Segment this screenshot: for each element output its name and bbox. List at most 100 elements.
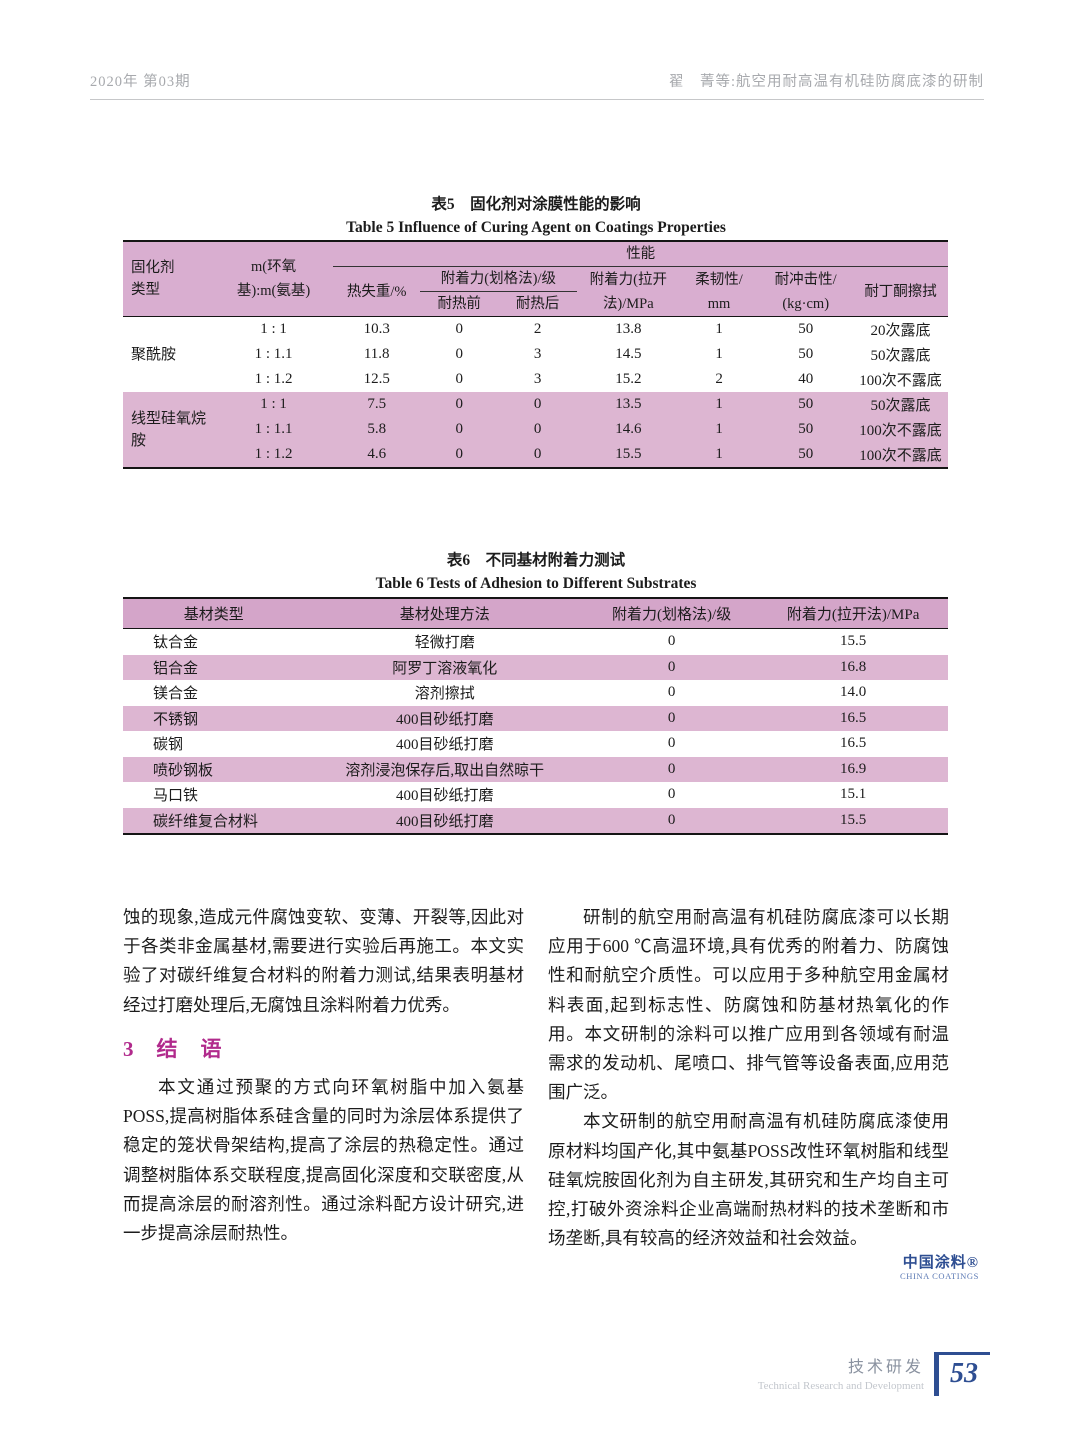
table-row: 喷砂钢板 溶剂浸泡保存后,取出自然晾干 0 16.9	[123, 756, 948, 782]
table-cell: 碳钢	[153, 737, 184, 754]
table-cell: 1 : 1	[213, 392, 334, 417]
table-cell: 15.1	[840, 786, 867, 803]
table-cell: 400目砂纸打磨	[395, 737, 494, 754]
footer-section: 技术研发 Technical Research and Development	[758, 1352, 924, 1396]
column-header-impact: 耐冲击性/ (kg·cm)	[758, 266, 854, 317]
table-row: 1 : 1.1 5.8 0 0 14.6 1 50 100次不露底	[123, 417, 948, 442]
table-cell: 2	[533, 321, 542, 337]
table-cell: 15.5	[758, 807, 948, 834]
table-cell: 40	[798, 371, 814, 387]
table-row: 聚酰胺 1 : 1 10.3 0 2 13.8 1 50 20次露底	[123, 317, 948, 363]
table-cell: 0	[585, 705, 759, 731]
body-text: 蚀的现象,造成元件腐蚀变软、变薄、开裂等,因此对于各类非金属基材,需要进行实验后…	[123, 903, 978, 1283]
table-cell: 1	[679, 417, 759, 442]
table5: 固化剂 类型 m(环氧 基):m(氨基) 性能 热失重/% 附着力(划格法)/级…	[123, 240, 948, 469]
china-coatings-logo: 中国涂料® CHINA COATINGS	[548, 1256, 979, 1283]
table-cell: 15.5	[576, 442, 680, 468]
table-row: 碳钢 400目砂纸打磨 0 16.5	[123, 731, 948, 757]
table-cell: 50	[758, 417, 854, 442]
header-line: 耐冲击性/	[774, 271, 837, 288]
table6-wrapper: 基材类型 基材处理方法 附着力(划格法)/级 附着力(拉开法)/MPa 钛合金 …	[123, 597, 948, 835]
table-cell: 0	[420, 392, 499, 417]
table-cell: 0	[585, 807, 759, 834]
table-row: 镁合金 溶剂擦拭 0 14.0	[123, 680, 948, 706]
logo-en-label: CHINA COATINGS	[899, 1271, 979, 1282]
column-header-adhesion-pulloff: 附着力(拉开 法)/MPa	[576, 266, 680, 317]
table5-caption: 表5 固化剂对涂膜性能的影响 Table 5 Influence of Curi…	[0, 193, 1072, 239]
table-cell: 1 : 1.2	[213, 442, 334, 468]
table-cell: 马口铁	[153, 788, 199, 805]
table-cell: 轻微打磨	[414, 635, 475, 652]
table6: 基材类型 基材处理方法 附着力(划格法)/级 附着力(拉开法)/MPa 钛合金 …	[123, 597, 948, 835]
column-header-performance: 性能	[333, 241, 948, 267]
paragraph: 研制的航空用耐高温有机硅防腐底漆可以长期应用于600 ℃高温环境,具有优秀的附着…	[548, 907, 949, 1103]
table-cell: 20次露底	[870, 323, 931, 339]
header-line: (kg·cm)	[782, 295, 830, 312]
page-number: 53	[934, 1352, 990, 1396]
table5-wrapper: 固化剂 类型 m(环氧 基):m(氨基) 性能 热失重/% 附着力(划格法)/级…	[123, 240, 948, 469]
table-cell: 不锈钢	[123, 705, 305, 731]
header-line: mm	[707, 295, 731, 312]
header-line: m(环氧	[251, 259, 297, 275]
table-cell: 13.8	[615, 321, 642, 337]
table-cell: 400目砂纸打磨	[304, 705, 585, 731]
group-label-linear-siloxane-amine: 线型硅氧烷胺	[123, 392, 214, 468]
paragraph: 本文通过预聚的方式向环氧树脂中加入氨基POSS,提高树脂体系硅含量的同时为涂层体…	[123, 1077, 524, 1244]
table-cell: 0	[420, 417, 499, 442]
header-line: 固化剂	[131, 260, 175, 276]
table-cell: 阿罗丁溶液氧化	[304, 654, 585, 680]
table5-header-row1: 固化剂 类型 m(环氧 基):m(氨基) 性能	[123, 241, 948, 317]
table-cell: 0	[420, 442, 499, 468]
table-cell: 14.5	[615, 346, 642, 362]
header-line: 柔韧性/	[695, 271, 743, 288]
footer-section-zh: 技术研发	[847, 1359, 924, 1376]
table-cell: 5.8	[333, 417, 420, 442]
table-cell: 溶剂擦拭	[414, 686, 475, 703]
table-cell: 100次不露底	[853, 442, 948, 468]
table-cell: 50次露底	[870, 348, 931, 364]
column-header-after-heat: 耐热后	[498, 291, 577, 317]
column-header-adhesion-crosscut: 附着力(划格法)/级	[420, 266, 577, 292]
column-header-curing-agent-type: 固化剂 类型	[123, 241, 214, 317]
table-cell: 3	[533, 371, 542, 387]
header-line: 类型	[131, 282, 160, 298]
table-cell: 4.6	[333, 442, 420, 468]
issue-label: 2020年 第03期	[90, 74, 191, 90]
table-cell: 0	[667, 735, 676, 752]
table-cell: 100次不露底	[853, 417, 948, 442]
table-cell: 钛合金	[153, 635, 199, 652]
table6-caption-en: Table 6 Tests of Adhesion to Different S…	[375, 575, 697, 592]
column-header-mek-rub: 耐丁酮擦拭	[853, 266, 948, 317]
column-header-ratio: m(环氧 基):m(氨基)	[213, 241, 334, 317]
table6-header-row: 基材类型 基材处理方法 附着力(划格法)/级 附着力(拉开法)/MPa	[123, 598, 948, 629]
table-cell: 50	[798, 321, 814, 337]
table-cell: 15.2	[615, 371, 642, 387]
table-cell: 14.0	[840, 684, 867, 701]
table5-caption-zh: 表5 固化剂对涂膜性能的影响	[431, 196, 641, 213]
running-head: 2020年 第03期 翟 菁等:航空用耐高温有机硅防腐底漆的研制	[90, 70, 984, 100]
table-cell: 16.5	[758, 705, 948, 731]
table-cell: 400目砂纸打磨	[395, 788, 494, 805]
column-header-treatment: 基材处理方法	[304, 598, 585, 629]
left-column: 蚀的现象,造成元件腐蚀变软、变薄、开裂等,因此对于各类非金属基材,需要进行实验后…	[123, 903, 524, 1283]
table-cell: 喷砂钢板	[123, 756, 305, 782]
table-cell: 14.6	[576, 417, 680, 442]
table-cell: 50	[758, 442, 854, 468]
table-cell: 碳纤维复合材料	[123, 807, 305, 834]
table-cell: 0	[455, 321, 463, 337]
table6-caption-zh: 表6 不同基材附着力测试	[446, 552, 626, 569]
table-row: 马口铁 400目砂纸打磨 0 15.1	[123, 782, 948, 808]
table-cell: 1	[679, 392, 759, 417]
table-cell: 0	[667, 786, 676, 803]
table-cell: 15.5	[840, 633, 867, 650]
group-label-polyamide: 聚酰胺	[131, 346, 177, 363]
section-heading-conclusion: 3 结 语	[123, 1036, 223, 1061]
table6-caption: 表6 不同基材附着力测试 Table 6 Tests of Adhesion t…	[0, 549, 1072, 595]
column-header-heat-loss: 热失重/%	[333, 266, 420, 317]
column-header-crosscut-adhesion: 附着力(划格法)/级	[585, 598, 759, 629]
table-row: 1 : 1.1 11.8 0 3 14.5 1 50 50次露底	[123, 342, 948, 367]
table-cell: 0	[498, 392, 577, 417]
table-row: 钛合金 轻微打磨 0 15.5	[123, 629, 948, 655]
table-cell: 1 : 1.2	[254, 371, 293, 387]
